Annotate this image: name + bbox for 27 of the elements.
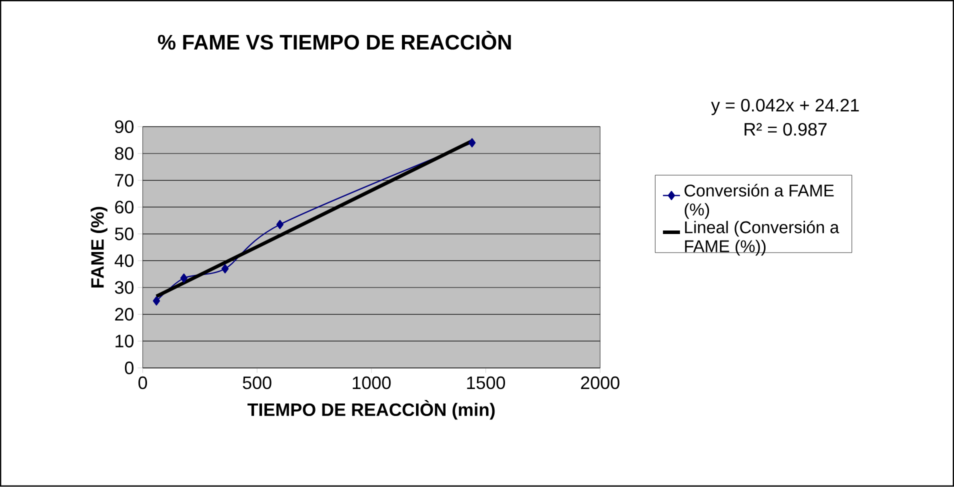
point bbox=[221, 264, 229, 274]
y-tick-label: 70 bbox=[115, 174, 134, 187]
x-tick-label: 2000 bbox=[581, 376, 620, 390]
point bbox=[152, 296, 160, 306]
text: R² = 0.987 bbox=[744, 123, 827, 136]
y-tick-label: 20 bbox=[115, 308, 134, 321]
y-tick-label: 80 bbox=[115, 147, 134, 160]
y-tick-label: 30 bbox=[114, 281, 134, 294]
legend-label: Conversión a FAME (%) bbox=[684, 184, 834, 220]
x-tick-label: 1000 bbox=[352, 376, 391, 390]
legend-label: Lineal (Conversión a FAME (%)) bbox=[685, 220, 840, 256]
y-tick-label: 0 bbox=[124, 362, 134, 374]
chart-title: % FAME VS TIEMPO DE REACCIÒN bbox=[158, 31, 511, 50]
y-tick-label: 50 bbox=[114, 228, 134, 240]
x-axis-title: TIEMPO DE REACCIÒN (min) bbox=[247, 400, 495, 420]
point bbox=[468, 138, 476, 148]
x-tick-label: 500 bbox=[242, 376, 272, 390]
y-tick-label: 90 bbox=[115, 120, 134, 134]
x-tick-label: 1500 bbox=[467, 376, 506, 390]
y-tick-label: 40 bbox=[114, 254, 134, 268]
y-tick-label: 60 bbox=[115, 200, 134, 214]
point bbox=[276, 220, 284, 230]
point bbox=[180, 274, 188, 283]
y-axis-title: FAME (%) bbox=[90, 207, 108, 288]
text: y = 0.042x + 24.21 bbox=[711, 99, 859, 116]
y-tick-label: 10 bbox=[116, 334, 134, 348]
x-tick-label: 0 bbox=[138, 376, 148, 390]
